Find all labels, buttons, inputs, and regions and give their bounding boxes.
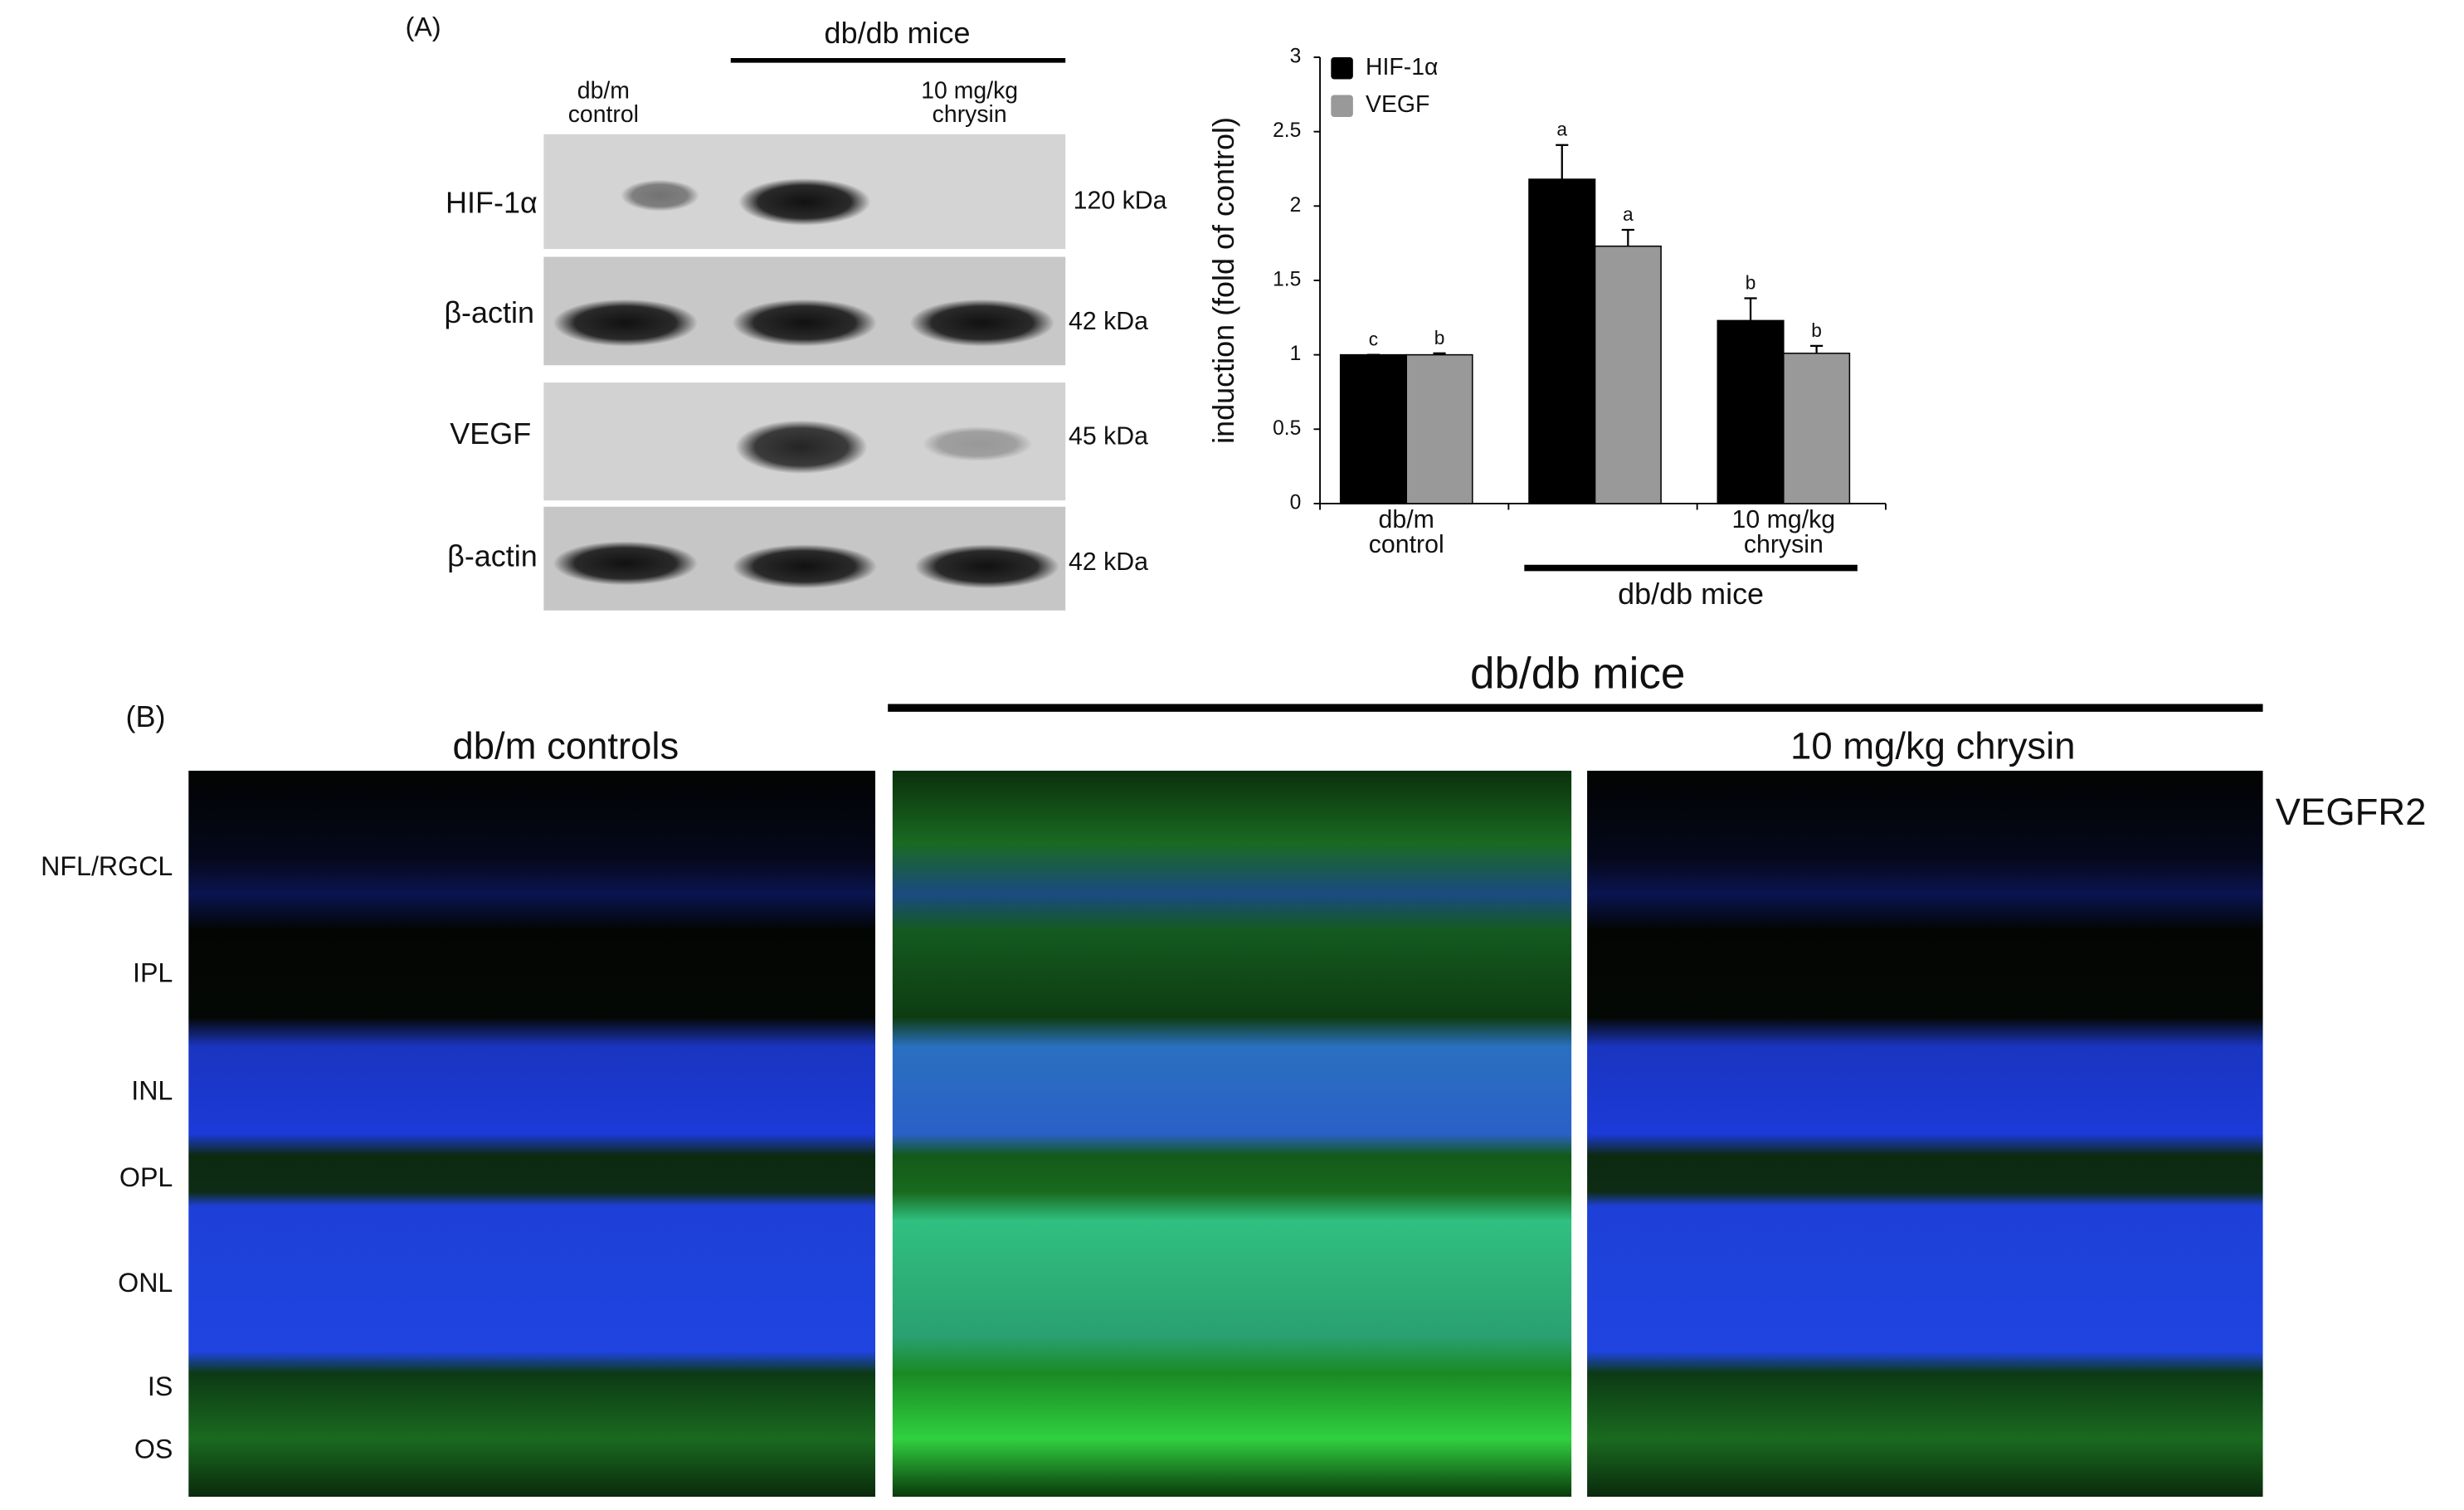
y-tick-label: 0 bbox=[1290, 491, 1302, 514]
layer-labels: NFL/RGCL IPL INL OPL ONL IS OS bbox=[41, 851, 173, 1464]
stain-label: VEGFR2 bbox=[2276, 791, 2427, 833]
legend-label: HIF-1α bbox=[1366, 54, 1438, 80]
x-tick-label: 10 mg/kg chrysin bbox=[1732, 506, 1836, 558]
bar-chart: 0 0.5 1 1.5 2 2.5 3 induction (fold of control)… bbox=[1206, 46, 1887, 611]
bar bbox=[1783, 353, 1851, 504]
lane-label: db/m control bbox=[568, 77, 639, 127]
panel-label: (B) bbox=[126, 699, 166, 733]
y-axis-label: induction (fold of control) bbox=[1206, 117, 1240, 444]
layer-label: ONL bbox=[118, 1268, 173, 1298]
y-tick-label: 2 bbox=[1290, 194, 1302, 217]
blot-band bbox=[621, 179, 699, 212]
bar bbox=[1528, 178, 1596, 504]
column-label: db/m controls bbox=[453, 724, 679, 767]
size-label: 42 kDa bbox=[1069, 548, 1148, 576]
bar bbox=[1405, 353, 1473, 504]
blot bbox=[543, 134, 1066, 611]
group-label: db/db mice bbox=[1470, 649, 1685, 698]
size-label: 42 kDa bbox=[1069, 308, 1148, 335]
panel-label: (A) bbox=[406, 12, 441, 41]
row-label: HIF-1α bbox=[446, 186, 538, 220]
size-label: 45 kDa bbox=[1069, 422, 1148, 450]
significance-label: a bbox=[1623, 203, 1634, 225]
layer-label: IPL bbox=[133, 958, 173, 988]
blot-band bbox=[735, 420, 868, 474]
legend-swatch bbox=[1331, 95, 1353, 117]
layer-label: OS bbox=[134, 1434, 173, 1464]
layer-label: IS bbox=[148, 1371, 173, 1401]
blot-band bbox=[732, 299, 877, 347]
blot-band bbox=[553, 541, 698, 586]
significance-label: b bbox=[1746, 271, 1756, 293]
y-tick-label: 1 bbox=[1290, 343, 1302, 365]
micrograph bbox=[892, 770, 1572, 1498]
blot-band bbox=[909, 299, 1054, 347]
blot-band bbox=[553, 299, 698, 347]
group-label: db/db mice bbox=[825, 16, 971, 50]
column-label: 10 mg/kg chrysin bbox=[1790, 724, 2075, 767]
significance-label: b bbox=[1811, 319, 1822, 341]
lane-label: 10 mg/kg chrysin bbox=[921, 77, 1018, 127]
blot-band bbox=[732, 544, 877, 589]
x-tick-label: db/m control bbox=[1369, 506, 1444, 558]
legend-label: VEGF bbox=[1366, 91, 1429, 118]
y-tick-label: 0.5 bbox=[1273, 417, 1301, 440]
layer-label: NFL/RGCL bbox=[41, 851, 173, 881]
blot-band bbox=[922, 426, 1033, 461]
y-tick-label: 2.5 bbox=[1273, 119, 1301, 142]
bar bbox=[1717, 319, 1785, 504]
layer-label: OPL bbox=[119, 1162, 173, 1192]
bar bbox=[1339, 353, 1408, 504]
bar bbox=[1594, 245, 1662, 504]
blot-band bbox=[738, 178, 871, 226]
row-label: VEGF bbox=[450, 416, 531, 451]
y-tick-label: 1.5 bbox=[1273, 268, 1301, 290]
y-tick-label: 3 bbox=[1290, 46, 1302, 68]
legend-swatch bbox=[1331, 57, 1353, 80]
size-label: 120 kDa bbox=[1074, 187, 1167, 214]
layer-label: INL bbox=[131, 1076, 173, 1106]
blot-band bbox=[914, 544, 1059, 589]
micrograph bbox=[188, 770, 876, 1498]
group-label: db/db mice bbox=[1618, 577, 1764, 611]
row-label: β-actin bbox=[444, 295, 534, 329]
significance-label: b bbox=[1434, 327, 1445, 348]
row-label: β-actin bbox=[447, 539, 538, 573]
significance-label: c bbox=[1369, 329, 1378, 350]
micrograph bbox=[1587, 770, 2263, 1498]
significance-label: a bbox=[1556, 119, 1567, 140]
